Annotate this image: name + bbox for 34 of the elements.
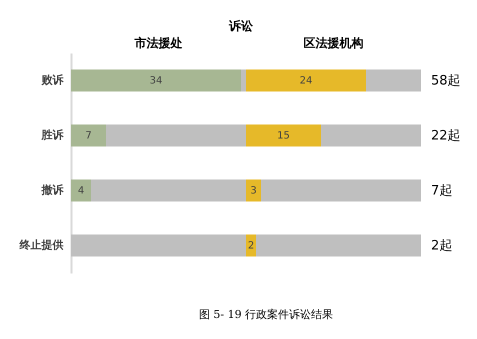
data-label: 3 [250,186,257,196]
chart-title: 诉讼 [228,19,254,33]
bar [246,124,321,146]
y-tick-label: 胜诉 [40,128,64,142]
bar [321,124,421,146]
y-tick-label: 撤诉 [40,184,64,196]
series-label: 区法援机构 [304,36,364,50]
text: 58起 [431,74,461,88]
data-label: 4 [78,186,84,196]
bar [256,234,421,256]
bar [246,234,256,256]
caption: 图 5- 19 行政案件诉讼结果 [198,308,334,321]
data-label: 2 [248,240,254,252]
data-label: 24 [300,76,312,86]
series-label: 市法援处 [134,36,182,50]
text: 7起 [431,184,452,198]
text: 22起 [431,128,461,144]
data-label: 15 [277,130,290,142]
bar [241,70,246,92]
bar [246,70,366,92]
data-label: 34 [150,76,162,86]
y-tick-label: 败诉 [40,74,64,86]
y-tick-label: 终止提供 [18,238,64,252]
bar [261,180,421,202]
text: 2起 [431,238,452,254]
bar [91,180,246,202]
bar [246,180,261,202]
bar [71,180,91,202]
bar [71,70,241,92]
bar [106,124,246,146]
bar [71,234,246,256]
data-label: 7 [85,130,92,142]
bar [366,70,421,92]
bar [71,124,106,146]
